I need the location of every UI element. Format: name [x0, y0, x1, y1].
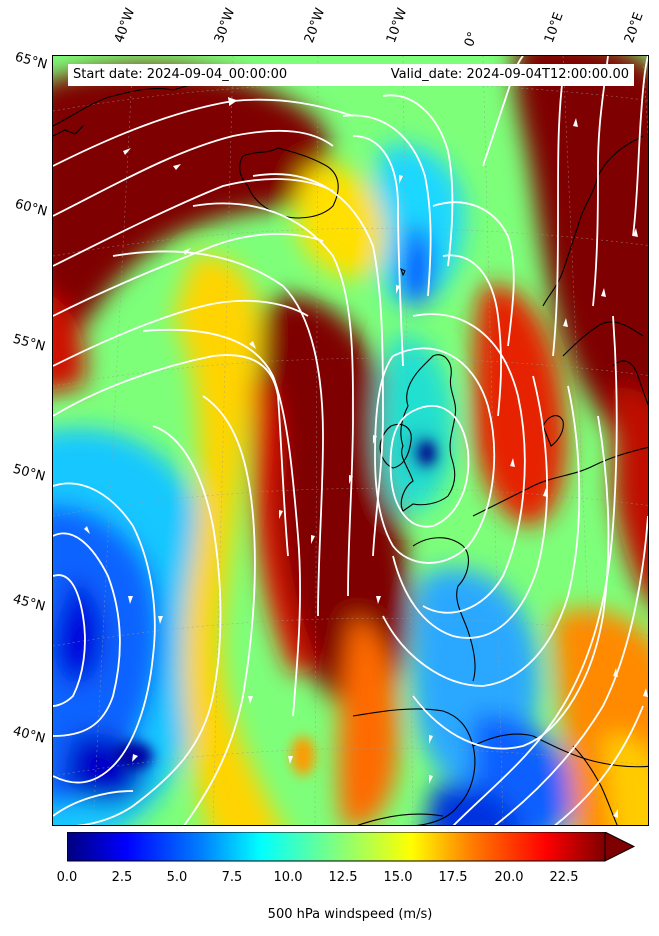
colorbar-svg [66, 831, 636, 862]
lat-label-65n: 65°N [13, 49, 49, 73]
lon-label-20w: 20°W [301, 6, 329, 45]
lat-label-55n: 55°N [11, 331, 47, 355]
map-svg [53, 56, 648, 825]
colorbar-tick: 12.5 [328, 870, 358, 885]
lon-label-20e: 20°E [621, 10, 647, 46]
colorbar-tick: 15.0 [383, 870, 413, 885]
colorbar-tick: 22.5 [549, 870, 579, 885]
valid-date-label: Valid_date: 2024-09-04T12:00:00.00 [390, 67, 629, 82]
lon-label-0: 0° [461, 29, 482, 49]
colorbar-tick: 2.5 [111, 870, 133, 885]
colorbar-label: 500 hPa windspeed (m/s) [267, 907, 433, 922]
lat-label-50n: 50°N [11, 461, 47, 485]
lat-label-45n: 45°N [11, 591, 47, 615]
coastlines [53, 83, 648, 825]
lon-label-40w: 40°W [111, 6, 139, 45]
lon-label-10e: 10°E [541, 10, 567, 46]
colorbar [66, 831, 637, 868]
streamline-arrows [84, 118, 648, 818]
lat-label-60n: 60°N [13, 196, 49, 220]
lat-label-40n: 40°N [11, 723, 47, 747]
colorbar-tick: 17.5 [438, 870, 468, 885]
streamlines [53, 56, 648, 825]
colorbar-tick: 5.0 [166, 870, 188, 885]
lon-label-10w: 10°W [383, 6, 411, 45]
start-date-label: Start date: 2024-09-04_00:00:00 [73, 67, 288, 82]
colorbar-extend-arrow [604, 831, 636, 862]
windspeed-field [53, 56, 648, 825]
lon-label-30w: 30°W [211, 6, 239, 45]
colorbar-tick: 0.0 [56, 870, 78, 885]
colorbar-tick: 10.0 [273, 870, 303, 885]
colorbar-tick: 20.0 [494, 870, 524, 885]
windspeed-map [52, 55, 649, 826]
colorbar-gradient [66, 831, 606, 862]
colorbar-tick: 7.5 [221, 870, 243, 885]
date-info-bar: Start date: 2024-09-04_00:00:00 Valid_da… [68, 64, 634, 86]
